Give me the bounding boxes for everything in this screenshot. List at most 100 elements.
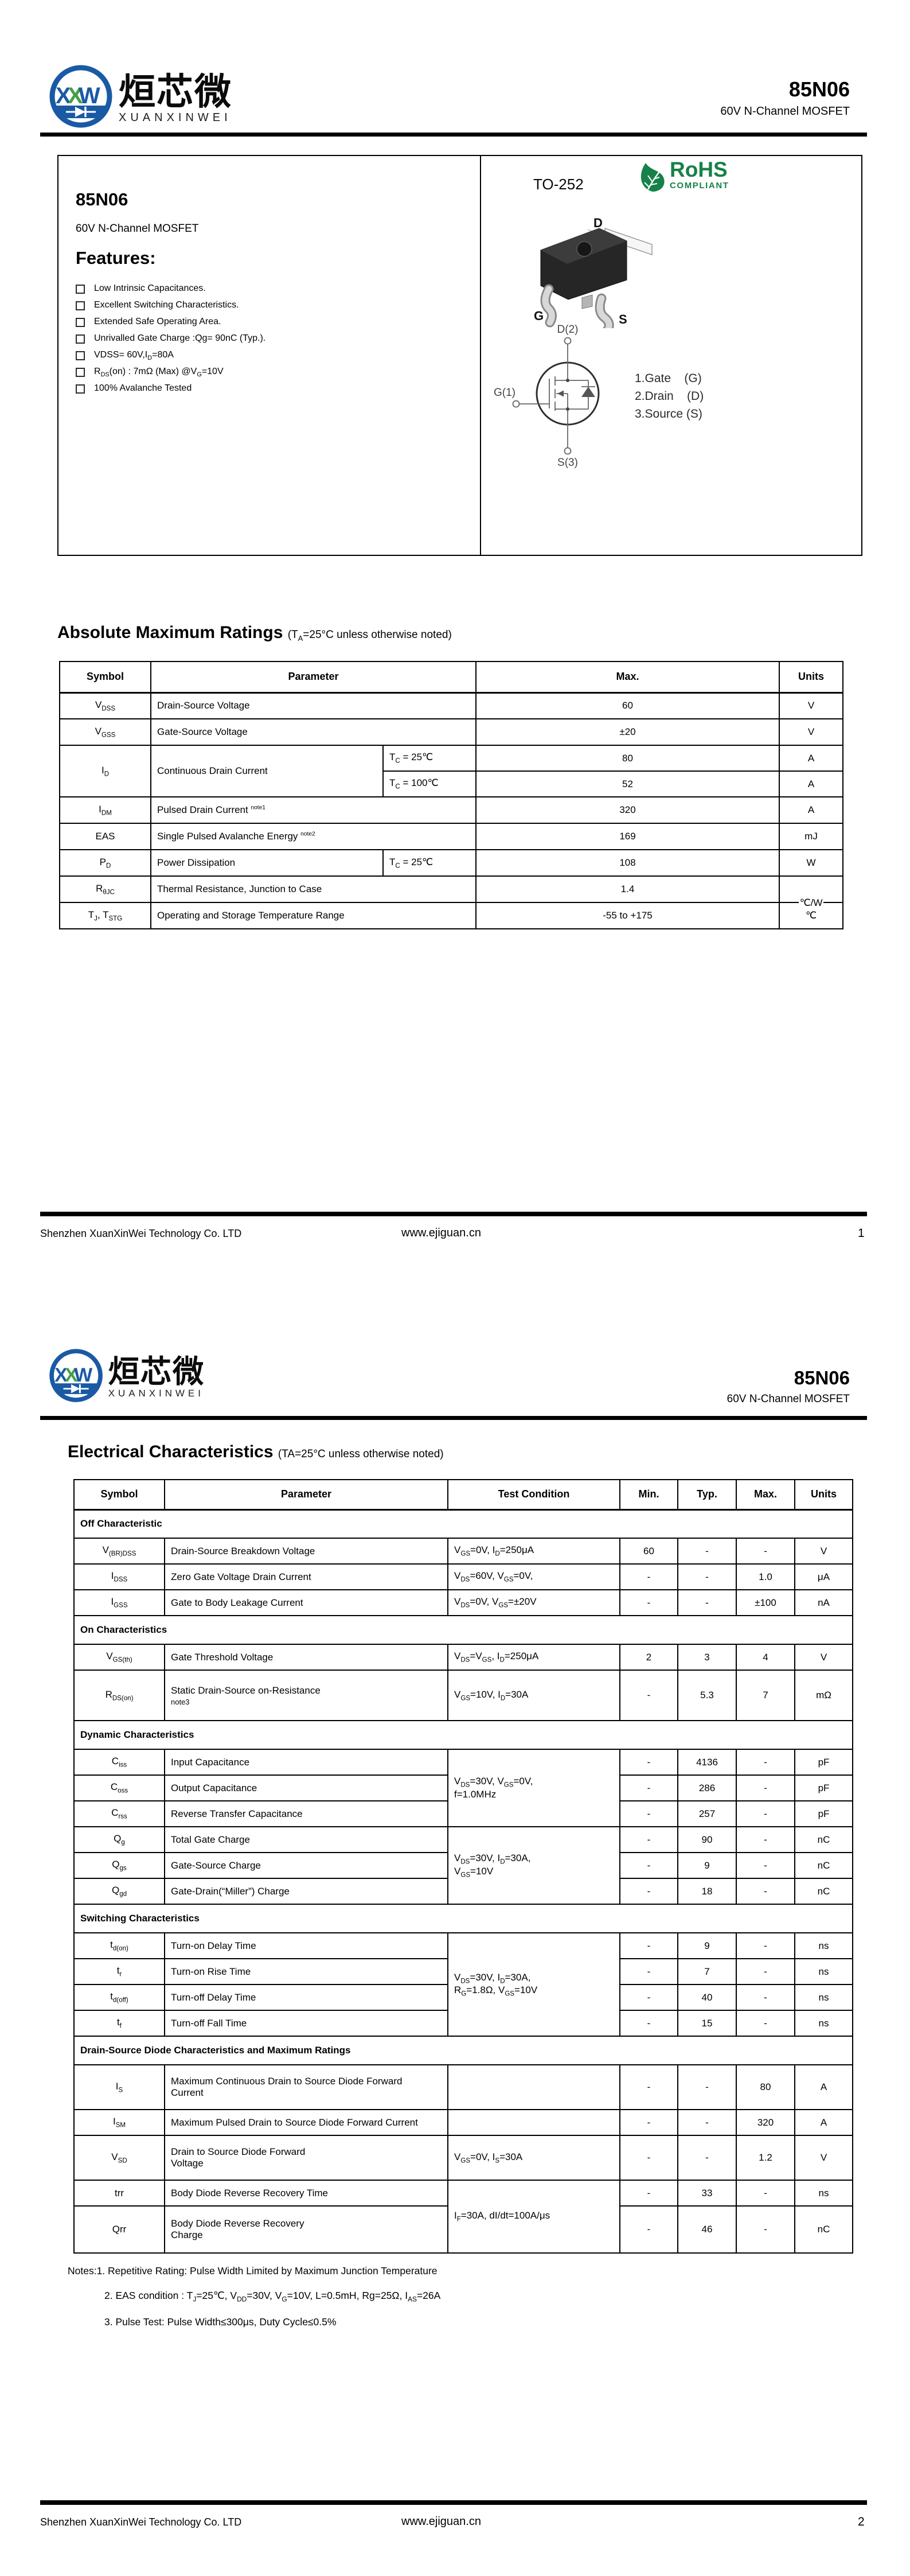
package-name: TO-252 [533, 176, 584, 193]
cell-symbol: trr [73, 2180, 165, 2207]
ec-col-min: Min. [619, 1479, 678, 1511]
cell-typ: 7 [677, 1958, 737, 1985]
cell-min: - [619, 1852, 678, 1879]
section-title: Off Characteristic [73, 1509, 853, 1539]
cell-symbol: IDM [59, 796, 151, 824]
cell-parameter: Body Diode Reverse Recovery Charge [164, 2205, 448, 2254]
pin-legend: 1.Gate (G) 2.Drain (D) 3.Source (S) [635, 372, 704, 421]
amr-table: Symbol Parameter Max. Units VDSS Drain-S… [59, 661, 843, 929]
section-title: Switching Characteristics [73, 1904, 853, 1933]
cell-max: - [736, 1749, 795, 1776]
ec-row-tr: tr Turn-on Rise Time - 7 - ns [73, 1958, 853, 1985]
ec-row-tdoff: td(off) Turn-off Delay Time - 40 - ns [73, 1984, 853, 2011]
cell-parameter: Continuous Drain Current [150, 745, 384, 797]
amr-header-row: Symbol Parameter Max. Units [59, 661, 843, 694]
ec-section-on: On Characteristics [73, 1615, 853, 1645]
cell-symbol: RθJC [59, 875, 151, 903]
company-logo: X X W 烜芯微 XUANXINWEI [49, 1348, 205, 1403]
cell-min: - [619, 2180, 678, 2207]
cell-condition: VGS=0V, ID=250μA [447, 1538, 620, 1565]
cell-symbol: td(on) [73, 1932, 165, 1959]
checkbox-icon [76, 318, 85, 327]
cell-units: A [794, 2109, 853, 2136]
cell-units: μA [794, 1563, 853, 1590]
header-part-number: 85N06 [788, 77, 850, 101]
ec-table: Symbol Parameter Test Condition Min. Typ… [73, 1479, 853, 2254]
ec-row-vbrdss: V(BR)DSS Drain-Source Breakdown Voltage … [73, 1538, 853, 1565]
amr-row-tj: TJ, TSTG Operating and Storage Temperatu… [59, 902, 843, 929]
cell-condition [447, 2109, 620, 2136]
cell-parameter: Thermal Resistance, Junction to Case [150, 875, 477, 903]
cell-parameter: Maximum Pulsed Drain to Source Diode For… [164, 2109, 448, 2136]
cell-units: V [779, 718, 843, 746]
feature-item: VDSS= 60V,ID=80A [76, 350, 265, 367]
cell-units: pF [794, 1800, 853, 1827]
note-line: Notes:1. Repetitive Rating: Pulse Width … [68, 2265, 438, 2277]
ec-title: Electrical Characteristics [68, 1442, 274, 1461]
logo-english-name: XUANXINWEI [108, 1388, 204, 1399]
cell-condition: VDS=60V, VGS=0V, [447, 1563, 620, 1590]
cell-max: - [736, 2010, 795, 2037]
cell-units: ns [794, 1984, 853, 2011]
cell-parameter: Gate to Body Leakage Current [164, 1589, 448, 1616]
cell-typ: - [677, 1563, 737, 1590]
cell-units: A [794, 2064, 853, 2110]
cell-units: pF [794, 1749, 853, 1776]
cell-condition: VGS=10V, ID=30A [447, 1670, 620, 1721]
cell-condition: VDS=0V, VGS=±20V [447, 1589, 620, 1616]
cell-units: pF [794, 1775, 853, 1801]
mosfet-schematic: D(2) G(1) S(3) [494, 324, 600, 469]
amr-subtitle: (TA=25°C unless otherwise noted) [287, 629, 452, 643]
cell-parameter: Pulsed Drain Current note1 [150, 796, 477, 824]
cell-parameter: Gate-Source Voltage [150, 718, 477, 746]
ec-row-qrr: Qrr Body Diode Reverse Recovery Charge -… [73, 2205, 853, 2254]
company-logo: X X W 烜芯微 XUANXINWEI [49, 64, 232, 129]
amr-col-units: Units [779, 661, 843, 694]
xuanxinwei-logo-icon: X X W [49, 1349, 103, 1402]
ec-row-ciss: Ciss Input Capacitance VDS=30V, VGS=0V, … [73, 1749, 853, 1827]
cell-symbol: VGSS [59, 718, 151, 746]
cell-parameter: Reverse Transfer Capacitance [164, 1800, 448, 1827]
section-title: Drain-Source Diode Characteristics and M… [73, 2036, 853, 2065]
cell-units: A [779, 771, 843, 797]
cell-units: nC [794, 1852, 853, 1879]
amr-col-parameter: Parameter [150, 661, 477, 694]
xuanxinwei-logo-icon: X X W [49, 65, 112, 128]
ec-row-vgsth: VGS(th) Gate Threshold Voltage VDS=VGS, … [73, 1644, 853, 1671]
logo-letter: W [74, 1364, 93, 1386]
page2-header: X X W 烜芯微 XUANXINWEI 85N06 60V N-Channel… [0, 1348, 910, 1440]
cell-condition: VDS=VGS, ID=250μA [447, 1644, 620, 1671]
ec-section-diode: Drain-Source Diode Characteristics and M… [73, 2036, 853, 2065]
cell-typ: 5.3 [677, 1670, 737, 1721]
feature-item: RDS(on) : 7mΩ (Max) @VG=10V [76, 367, 265, 383]
schematic-source-label: S(3) [557, 457, 578, 469]
cell-units: V [794, 2135, 853, 2181]
logo-letter: X [65, 1364, 78, 1386]
cell-parameter: Gate-Drain(“Miller”) Charge [164, 1878, 448, 1905]
cell-parameter: Turn-on Delay Time [164, 1932, 448, 1959]
cell-symbol: TJ, TSTG [59, 902, 151, 929]
ec-row-crss: Crss Reverse Transfer Capacitance - 257 … [73, 1800, 853, 1827]
cell-units: ns [794, 1958, 853, 1985]
amr-col-max: Max. [475, 661, 780, 694]
ec-row-tdon: td(on) Turn-on Delay Time VDS=30V, ID=30… [73, 1932, 853, 2037]
cell-symbol: Qrr [73, 2205, 165, 2254]
header-part-number: 85N06 [794, 1367, 850, 1388]
header-family-line: 60V N-Channel MOSFET [720, 105, 850, 118]
cell-max: 169 [475, 823, 780, 850]
cell-parameter: Drain-Source Breakdown Voltage [164, 1538, 448, 1565]
schematic-drain-label: D(2) [557, 324, 579, 336]
ec-col-typ: Typ. [677, 1479, 737, 1511]
checkbox-icon [76, 301, 85, 310]
ec-header-row: Symbol Parameter Test Condition Min. Typ… [73, 1479, 853, 1511]
features-title: Features: [76, 248, 156, 268]
cell-max: 320 [736, 2109, 795, 2136]
amr-row-idm: IDM Pulsed Drain Current note1 320 A [59, 796, 843, 824]
cell-parameter: Gate-Source Charge [164, 1852, 448, 1879]
note-line: 2. EAS condition : TJ=25℃, VDD=30V, VG=1… [104, 2290, 441, 2303]
cell-condition: TC = 25℃ [382, 745, 477, 772]
cell-symbol: ISM [73, 2109, 165, 2136]
cell-symbol: RDS(on) [73, 1670, 165, 1721]
cell-units: ns [794, 2180, 853, 2207]
